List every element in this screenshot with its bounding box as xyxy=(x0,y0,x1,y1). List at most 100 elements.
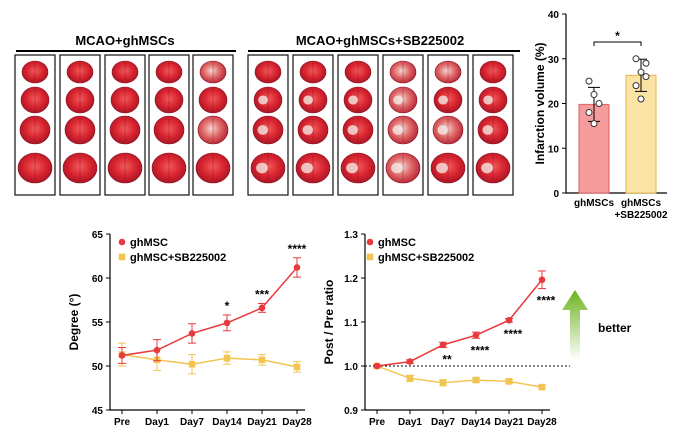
brain-column xyxy=(247,54,289,196)
bar-data-point xyxy=(585,108,593,116)
significance-label: * xyxy=(225,299,230,313)
line-x-tick-label: Day28 xyxy=(282,417,312,428)
series-line xyxy=(121,353,298,368)
significance-bracket xyxy=(593,41,642,46)
series-point xyxy=(472,331,480,339)
line-y-tick-label: 1.0 xyxy=(344,362,358,373)
series-line xyxy=(121,266,298,357)
series-point xyxy=(223,354,231,362)
legend-label: ghMSC+SB225002 xyxy=(378,252,474,264)
panel-title-sb: MCAO+ghMSCs+SB225002 xyxy=(296,33,464,48)
line-x-tick-label: Day14 xyxy=(212,417,242,428)
series-point xyxy=(538,276,546,284)
line-x-tick-label: Day7 xyxy=(431,417,455,428)
bar-y-tick-label: 0 xyxy=(553,189,559,200)
line-y-axis-title: Degree (°) xyxy=(67,294,81,351)
infarct-area xyxy=(483,95,493,105)
series-point xyxy=(153,346,161,354)
line-y-axis-title: Post / Pre ratio xyxy=(322,280,336,365)
line-x-tick-label: Day21 xyxy=(247,417,277,428)
line-x-tick-label: Day28 xyxy=(527,417,557,428)
better-label: better xyxy=(598,321,632,335)
series-point xyxy=(373,362,381,370)
line-x-tick-label: Day21 xyxy=(494,417,524,428)
brain-column xyxy=(14,54,56,196)
infarct-area xyxy=(348,95,358,105)
line-x-tick-label: Day7 xyxy=(180,417,204,428)
series-point xyxy=(223,319,231,327)
line-y-tick-label: 65 xyxy=(92,230,104,241)
series-point xyxy=(258,304,266,312)
series-point xyxy=(293,264,301,271)
degree-line-chart: 45 50 55 60 65 Pre Day1 Day7 Day14 Day21 Day28 Degr… xyxy=(67,230,312,428)
infarct-area xyxy=(391,162,403,174)
series-point xyxy=(439,341,447,349)
infarct-area xyxy=(438,95,448,105)
bar-data-point xyxy=(642,73,650,81)
legend-label: ghMSC xyxy=(378,237,416,249)
legend-marker xyxy=(118,253,126,261)
line-y-tick-label: 45 xyxy=(92,406,104,417)
series-point xyxy=(188,360,196,368)
infarct-area xyxy=(257,125,268,135)
series-point xyxy=(406,375,414,382)
legend-label: ghMSC xyxy=(130,237,168,249)
brain-column xyxy=(382,54,424,196)
brain-column xyxy=(427,54,469,196)
line-x-tick-label: Day14 xyxy=(461,417,491,428)
bar-y-tick-label: 40 xyxy=(548,10,560,21)
bar-data-point xyxy=(637,95,645,103)
brain-column xyxy=(337,54,379,196)
line-y-tick-label: 0.9 xyxy=(344,406,358,417)
line-x-tick-label: Pre xyxy=(114,417,131,428)
legend-marker xyxy=(118,238,126,246)
infarct-area xyxy=(436,162,448,174)
significance-label: **** xyxy=(288,242,307,256)
brain-section-photos xyxy=(14,54,514,196)
brain-column xyxy=(472,54,514,196)
line-y-tick-label: 55 xyxy=(92,318,104,329)
infarction-volume-bar-chart: 0 10 20 30 40 Infarction volume (%) ghMSCs ghMS… xyxy=(533,10,668,221)
brain-column xyxy=(59,54,101,196)
bar-y-tick-label: 10 xyxy=(548,144,560,155)
bar-data-point xyxy=(632,82,640,90)
series-point xyxy=(258,356,266,364)
significance-label: ** xyxy=(442,353,452,367)
panel-title-ghmsc: MCAO+ghMSCs xyxy=(75,33,174,48)
bar-data-point xyxy=(637,68,645,76)
series-point xyxy=(472,376,480,384)
series-point xyxy=(505,378,513,385)
bar xyxy=(625,74,657,194)
series-point xyxy=(505,316,513,324)
bar-data-point xyxy=(590,120,598,128)
bar-data-point xyxy=(595,100,603,107)
infarct-area xyxy=(393,95,403,105)
bar-category-label: ghMSCs xyxy=(574,198,614,209)
series-point xyxy=(439,379,447,387)
brain-column xyxy=(192,54,234,196)
infarct-area xyxy=(258,95,268,105)
infarct-area xyxy=(392,125,403,135)
legend-marker xyxy=(366,238,374,246)
line-y-tick-label: 1.2 xyxy=(344,274,358,285)
bar-y-tick-label: 20 xyxy=(548,100,560,111)
significance-label: * xyxy=(615,29,620,43)
bar-data-point xyxy=(585,77,593,85)
infarct-area xyxy=(482,125,493,135)
bar-data-point xyxy=(632,55,640,63)
better-arrow-icon xyxy=(562,290,588,360)
series-point xyxy=(538,383,546,391)
ratio-line-chart: 0.9 1.0 1.1 1.2 1.3 Pre Day1 Day7 Day14 Day21 Day2… xyxy=(322,230,570,428)
infarct-area xyxy=(302,125,313,135)
bar-category-label: ghMSCs xyxy=(621,198,661,209)
series-line xyxy=(376,365,543,388)
line-y-tick-label: 1.1 xyxy=(344,318,358,329)
infarct-area xyxy=(301,162,313,174)
infarct-area xyxy=(347,125,358,135)
bar-data-point xyxy=(642,59,650,67)
bar-y-axis-title: Infarction volume (%) xyxy=(533,42,547,164)
significance-label: **** xyxy=(504,327,523,341)
series-point xyxy=(406,358,414,365)
bar-y-tick-label: 30 xyxy=(548,55,560,66)
